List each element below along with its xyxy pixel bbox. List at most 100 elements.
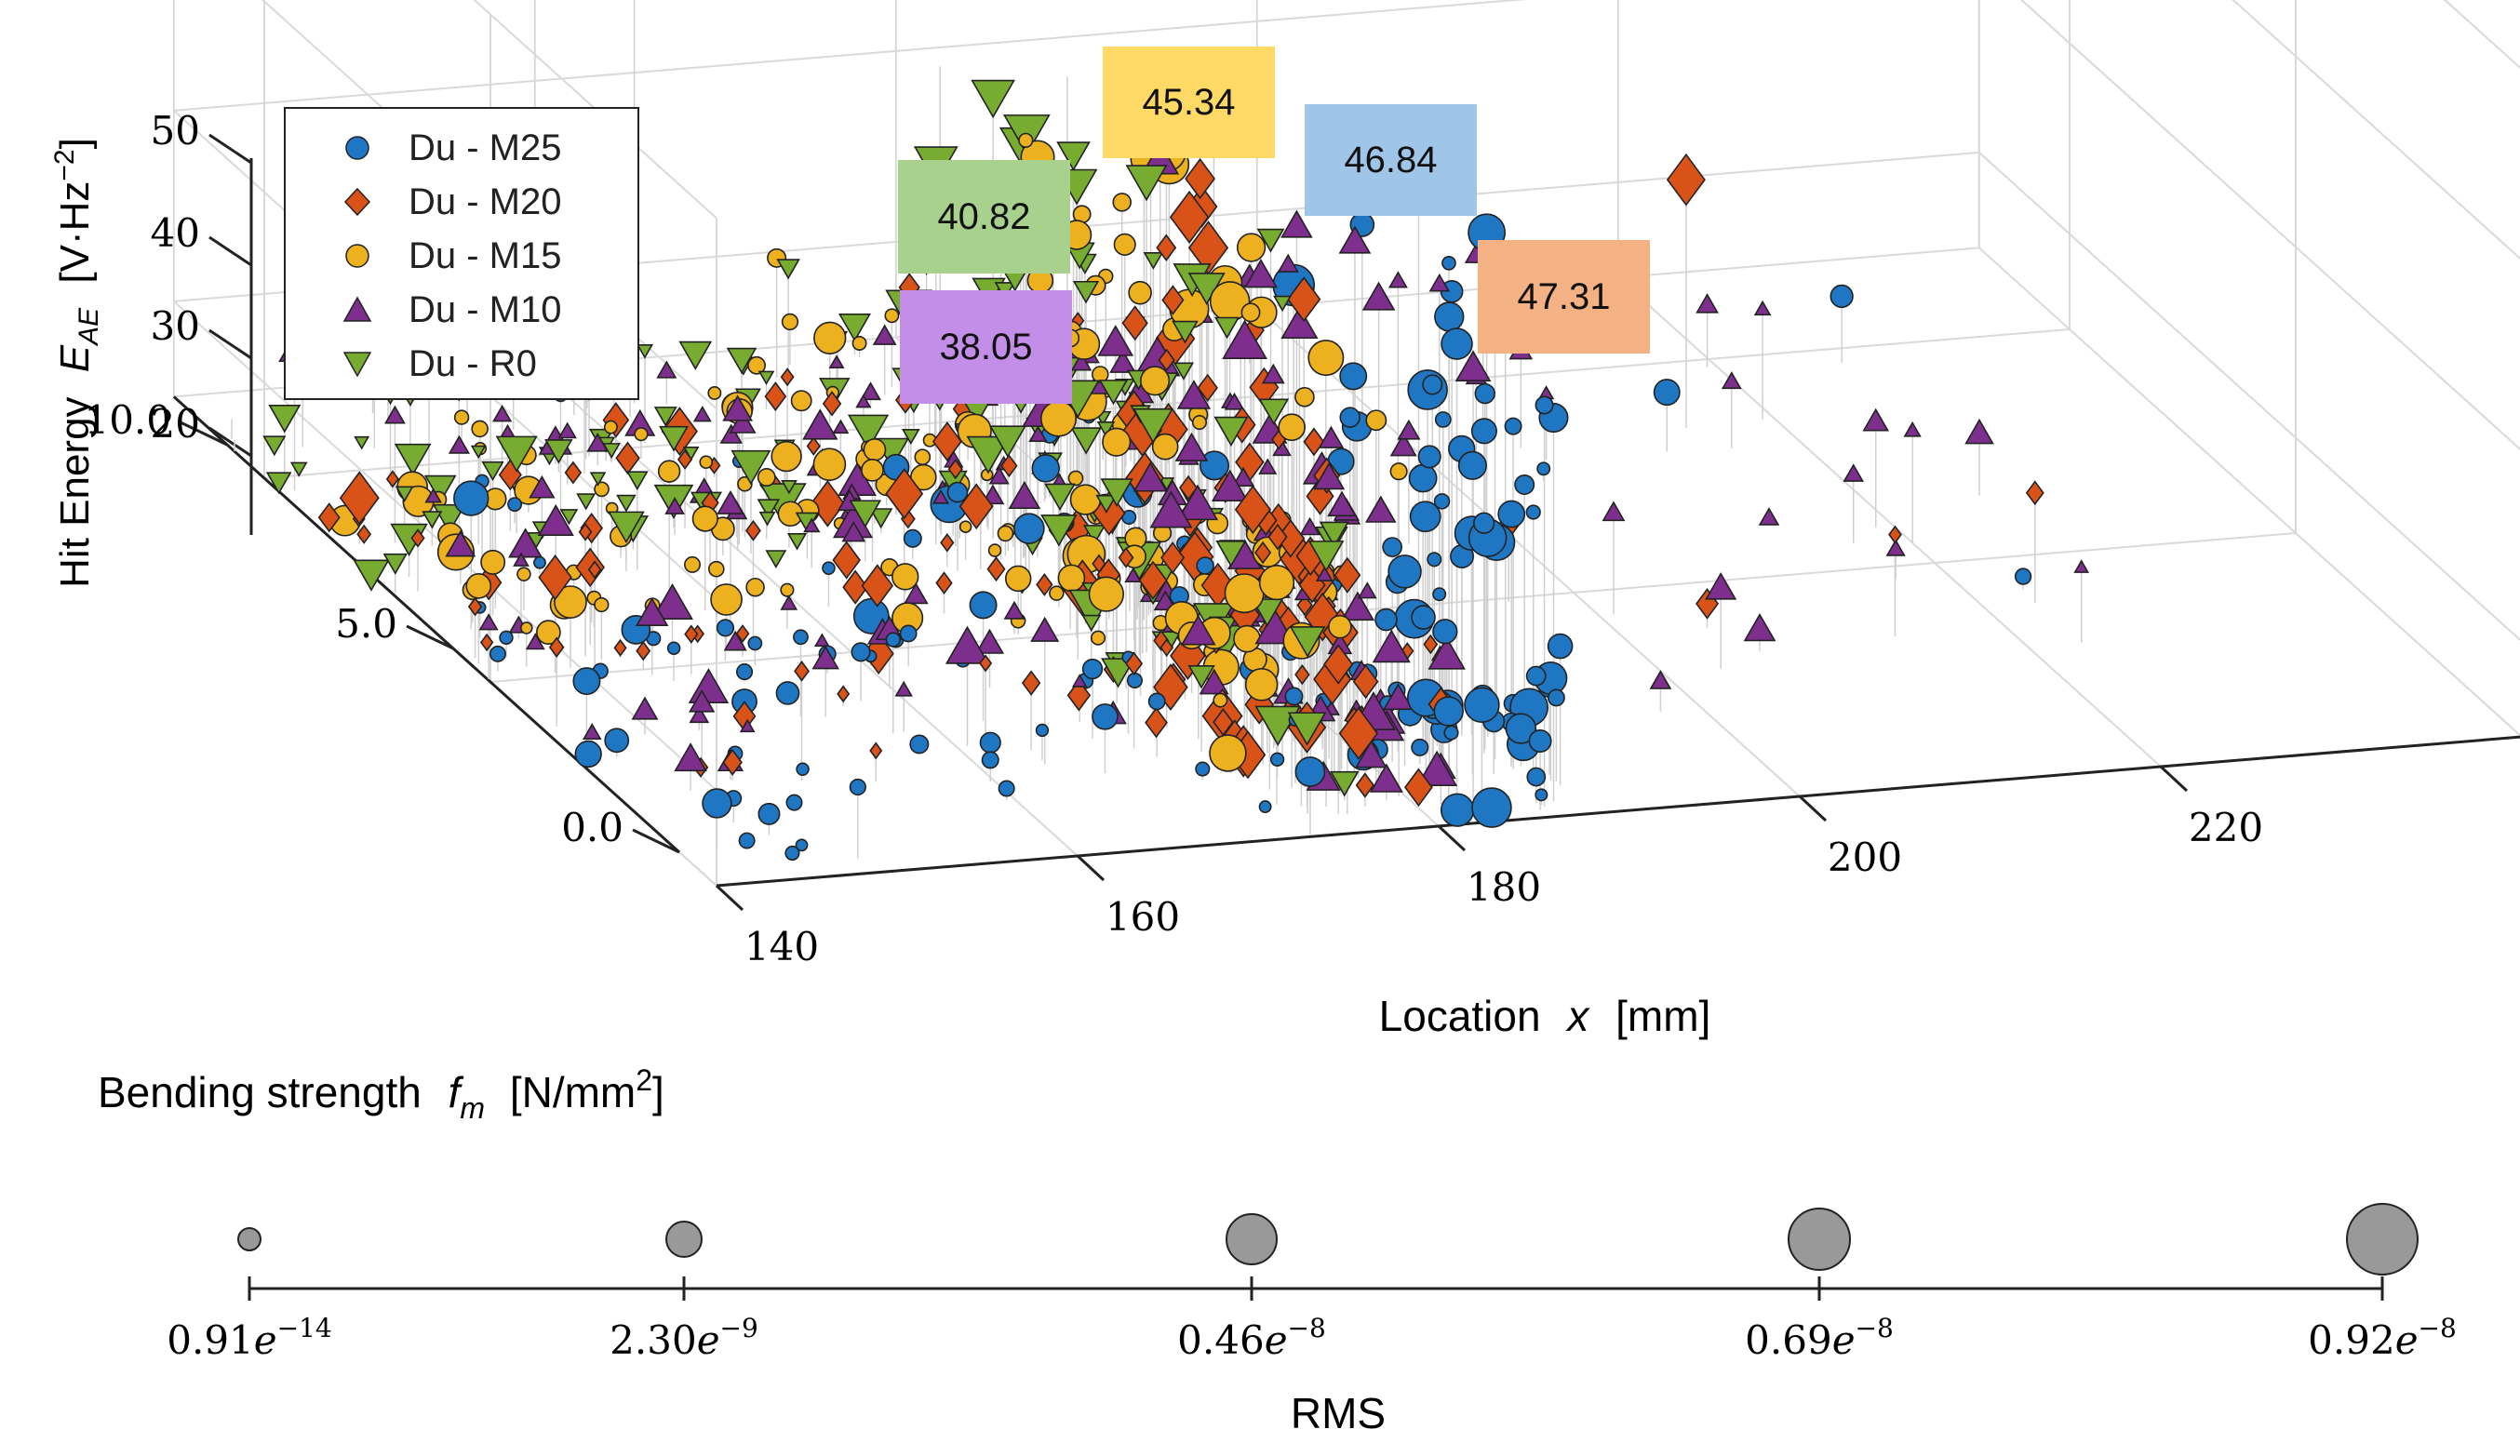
data-point <box>1196 556 1214 575</box>
data-point <box>891 563 919 591</box>
data-point <box>1284 687 1304 706</box>
data-point <box>806 436 821 456</box>
data-point <box>544 439 573 464</box>
data-point <box>1464 687 1500 724</box>
data-point <box>1071 674 1088 688</box>
legend-label: Du - M15 <box>409 234 562 276</box>
data-point <box>869 741 883 760</box>
data-point <box>1329 770 1360 797</box>
legend-label: Du - M20 <box>409 180 562 222</box>
data-point <box>1313 461 1346 490</box>
data-point <box>384 405 406 424</box>
data-point <box>1964 418 1994 445</box>
right-wall-gridline <box>2019 0 2520 451</box>
data-point <box>1258 398 1290 426</box>
data-point <box>1269 752 1285 767</box>
data-point <box>764 381 787 412</box>
data-point <box>1294 663 1310 686</box>
y-axis-line <box>172 395 681 854</box>
data-point <box>1328 614 1352 639</box>
data-point <box>1416 750 1458 786</box>
data-point <box>1457 450 1487 480</box>
floor-gridline <box>1978 247 2520 737</box>
data-point <box>1057 564 1086 593</box>
data-point <box>1021 670 1041 696</box>
data-point <box>1278 413 1306 442</box>
data-point <box>445 529 476 557</box>
annotation-46-84: 46.84 <box>1305 104 1477 216</box>
data-point <box>729 409 757 434</box>
data-point <box>582 723 602 740</box>
data-point <box>1471 787 1512 828</box>
data-point <box>1169 190 1210 244</box>
data-point <box>1128 280 1152 305</box>
data-point <box>1231 466 1255 487</box>
legend-label: Du - M25 <box>409 127 562 168</box>
data-point <box>1903 421 1922 437</box>
data-point <box>731 449 771 486</box>
data-point <box>1474 382 1495 405</box>
data-point <box>1056 141 1091 172</box>
data-point <box>1547 688 1565 707</box>
data-point <box>1261 363 1285 384</box>
data-point <box>1296 594 1313 617</box>
data-point <box>1294 386 1315 407</box>
data-point <box>739 718 756 733</box>
data-point <box>744 519 761 541</box>
y-tick-label: 10.0 <box>84 397 171 443</box>
data-point <box>832 419 850 434</box>
data-point <box>1758 507 1780 526</box>
data-point <box>1372 629 1411 663</box>
data-point <box>674 742 707 772</box>
data-point <box>707 385 722 400</box>
data-point <box>525 633 545 650</box>
data-point <box>1200 450 1230 481</box>
data-point <box>636 344 654 359</box>
data-point <box>1090 630 1106 646</box>
data-point <box>537 503 574 536</box>
data-point <box>576 493 596 511</box>
data-point <box>1112 193 1132 212</box>
data-point <box>1213 316 1240 340</box>
z-tick-label: 30 <box>151 303 200 349</box>
y-tick-label: 0.0 <box>561 805 623 850</box>
data-point <box>1100 478 1133 508</box>
data-point <box>947 459 963 480</box>
data-point <box>1199 668 1229 695</box>
data-point <box>872 324 897 345</box>
data-point <box>1138 560 1168 600</box>
z-tick <box>208 426 252 458</box>
data-point <box>1254 705 1302 747</box>
data-point <box>1039 400 1078 437</box>
data-point <box>572 667 601 696</box>
data-point <box>356 524 372 544</box>
data-point <box>1082 525 1106 545</box>
data-point <box>1256 228 1285 253</box>
data-point <box>1653 379 1681 407</box>
data-point <box>678 341 713 370</box>
data-point <box>1035 723 1050 738</box>
data-point <box>1428 636 1466 670</box>
data-point <box>262 435 287 457</box>
data-point <box>1422 374 1443 395</box>
data-point <box>869 508 893 529</box>
data-point <box>508 528 543 558</box>
data-point <box>1081 658 1104 680</box>
data-point <box>1340 591 1375 621</box>
data-point <box>603 420 618 434</box>
data-point <box>688 668 730 703</box>
data-point <box>385 470 400 488</box>
data-point <box>1197 373 1218 403</box>
data-point <box>803 517 821 533</box>
data-point <box>1267 523 1288 551</box>
size-legend-tick-label: 2.30e−9 <box>610 1313 758 1363</box>
axes <box>172 133 2520 912</box>
data-point <box>974 628 1005 654</box>
data-point <box>1003 600 1025 620</box>
data-point <box>1365 409 1387 432</box>
data-point <box>1102 427 1132 457</box>
data-point <box>988 466 1010 485</box>
data-point <box>849 778 866 796</box>
data-point <box>841 521 866 542</box>
